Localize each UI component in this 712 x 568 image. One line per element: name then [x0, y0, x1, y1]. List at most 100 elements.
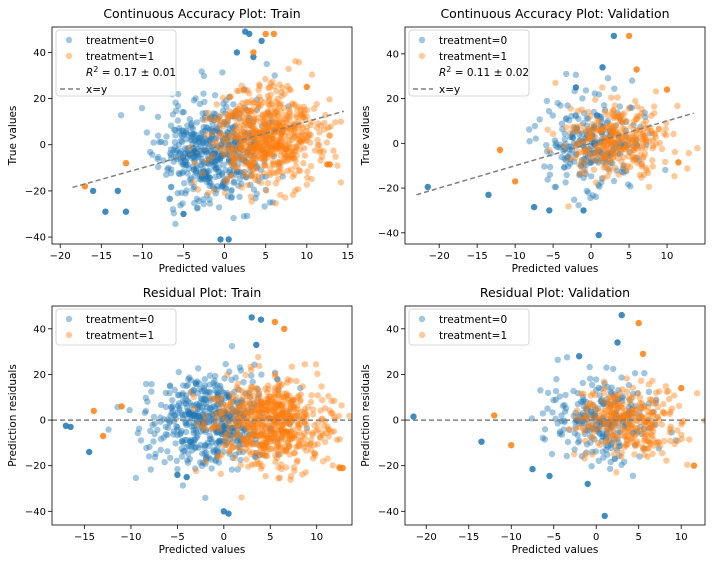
scatter-point: [263, 138, 270, 145]
scatter-point: [247, 386, 254, 394]
scatter-point: [645, 419, 652, 426]
scatter-point: [641, 132, 648, 140]
scatter-point: [317, 122, 325, 129]
scatter-point: [283, 428, 290, 435]
scatter-point: [578, 453, 586, 460]
scatter-point: [589, 424, 596, 432]
scatter-point: [279, 137, 286, 144]
scatter-point: [255, 431, 262, 439]
scatter-point: [178, 428, 185, 435]
scatter-point: [208, 395, 215, 402]
scatter-point: [232, 155, 239, 163]
scatter-point: [271, 72, 278, 79]
scatter-point: [184, 404, 191, 411]
scatter-point: [225, 114, 232, 122]
scatter-point: [213, 428, 220, 435]
scatter-point: [200, 421, 207, 429]
scatter-point: [199, 424, 206, 431]
scatter-point: [604, 383, 611, 391]
scatter-point: [631, 409, 638, 417]
scatter-point: [652, 134, 659, 141]
scatter-point: [587, 113, 594, 120]
scatter-point: [212, 422, 219, 429]
scatter-point: [202, 425, 209, 432]
scatter-point: [212, 372, 219, 380]
scatter-point: [256, 143, 264, 150]
scatter-point: [255, 416, 262, 423]
scatter-point: [644, 403, 652, 411]
scatter-point: [272, 446, 280, 453]
scatter-point: [584, 416, 591, 423]
scatter-point: [166, 195, 173, 202]
scatter-point: [219, 136, 227, 144]
scatter-point: [583, 122, 591, 129]
scatter-point: [249, 148, 256, 155]
scatter-point: [262, 473, 269, 480]
scatter-point: [584, 115, 592, 122]
scatter-point: [191, 444, 199, 452]
scatter-point: [220, 178, 228, 185]
scatter-point: [278, 410, 285, 418]
scatter-point: [307, 398, 315, 406]
scatter-point: [242, 131, 249, 138]
scatter-point: [260, 399, 268, 406]
scatter-point: [248, 461, 256, 468]
outlier-point: [675, 159, 682, 166]
scatter-point: [188, 119, 195, 127]
scatter-point: [602, 143, 610, 150]
scatter-point: [273, 413, 281, 420]
scatter-point: [144, 398, 151, 405]
scatter-point: [201, 173, 208, 180]
scatter-point: [225, 413, 233, 420]
scatter-point: [270, 143, 277, 150]
scatter-point: [276, 426, 283, 433]
scatter-point: [253, 144, 261, 151]
scatter-point: [591, 413, 598, 420]
scatter-point: [238, 184, 245, 191]
scatter-point: [264, 142, 272, 150]
scatter-point: [247, 141, 254, 148]
scatter-point: [618, 374, 625, 381]
scatter-point: [566, 426, 573, 434]
scatter-point: [214, 115, 221, 123]
scatter-point: [264, 406, 271, 414]
scatter-point: [218, 118, 225, 125]
scatter-point: [216, 414, 223, 421]
scatter-point: [253, 137, 260, 145]
scatter-point: [612, 399, 619, 407]
scatter-point: [234, 129, 241, 136]
scatter-point: [607, 422, 614, 429]
scatter-point: [251, 432, 258, 439]
scatter-point: [667, 437, 674, 445]
scatter-point: [201, 172, 208, 179]
scatter-point: [600, 400, 607, 407]
scatter-point: [254, 424, 261, 432]
scatter-point: [245, 407, 252, 414]
scatter-point: [263, 432, 270, 440]
scatter-point: [642, 425, 649, 433]
scatter-point: [248, 172, 255, 179]
scatter-point: [218, 388, 225, 395]
scatter-point: [295, 437, 303, 444]
scatter-point: [236, 123, 243, 131]
scatter-point: [191, 402, 198, 409]
outlier-point: [491, 412, 498, 419]
scatter-point: [565, 155, 573, 162]
scatter-point: [605, 412, 613, 419]
scatter-point: [317, 157, 324, 164]
scatter-point: [229, 421, 237, 429]
scatter-point: [261, 410, 269, 417]
scatter-point: [212, 457, 219, 465]
scatter-point: [217, 470, 224, 478]
scatter-point: [185, 144, 192, 152]
scatter-point: [200, 175, 207, 182]
scatter-point: [248, 384, 255, 391]
scatter-point: [216, 113, 223, 121]
scatter-point: [663, 457, 670, 464]
scatter-point: [182, 161, 189, 168]
scatter-point: [625, 423, 632, 431]
scatter-point: [236, 433, 243, 440]
scatter-point: [553, 376, 560, 383]
outlier-point: [485, 191, 492, 198]
scatter-point: [237, 420, 245, 427]
